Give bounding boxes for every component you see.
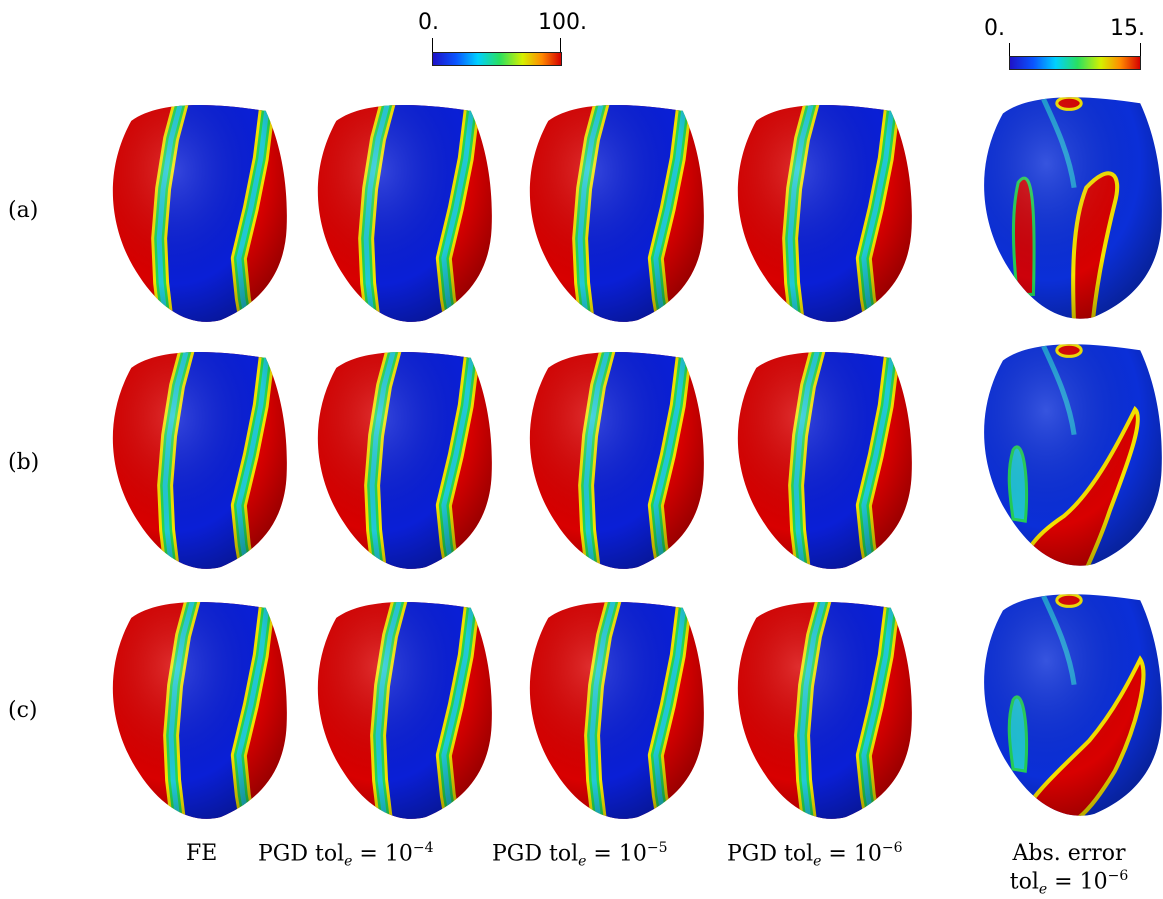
column-label-pgd-1e-4-suffix: = 10 <box>352 841 413 867</box>
column-label-abs-error-sub: e <box>1038 881 1048 898</box>
column-label-fe-text: FE <box>186 841 218 866</box>
heart-potential-r0-c1 <box>317 104 492 322</box>
colorbar-error-min-label: 0. <box>984 16 1005 41</box>
colorbar-error-max-label: 15. <box>1110 16 1145 41</box>
heart-potential-r1-c0 <box>112 351 287 569</box>
colorbar-error-min-tick <box>1009 43 1010 57</box>
column-label-pgd-1e-4-sup: −4 <box>412 840 434 856</box>
colorbar-potential-max-label: 100. <box>538 10 587 35</box>
colorbar-potential-min-label: 0. <box>418 10 439 35</box>
heart-potential-r0-c2 <box>529 104 704 322</box>
column-label-abs-error-sup: −6 <box>1107 867 1129 884</box>
heart-error-r0 <box>984 97 1162 319</box>
column-label-abs-error-suffix: = 10 <box>1047 868 1108 894</box>
column-label-pgd-1e-6-text: PGD tol <box>727 841 814 867</box>
heart-potential-r1-c1 <box>317 351 492 569</box>
column-label-abs-error-line1: Abs. error <box>1012 841 1126 866</box>
column-label-pgd-1e-6-sub: e <box>813 853 822 870</box>
heart-potential-r1-c2 <box>529 351 704 569</box>
column-label-abs-error: Abs. error tole = 10−6 <box>994 840 1144 899</box>
column-label-pgd-1e-5: PGD tole = 10−5 <box>492 840 668 871</box>
column-label-pgd-1e-5-text: PGD tol <box>492 841 579 867</box>
column-label-pgd-1e-4-sub: e <box>344 853 353 870</box>
colorbar-error-gradient <box>1009 56 1141 70</box>
column-label-abs-error-line2: tole = 10−6 <box>994 868 1144 899</box>
column-label-fe: FE <box>186 840 217 868</box>
heart-potential-r2-c2 <box>529 601 704 819</box>
heart-potential-r0-c0 <box>112 104 287 322</box>
column-label-abs-error-line2-text: tol <box>1009 868 1039 894</box>
column-label-pgd-1e-5-sup: −5 <box>646 840 668 856</box>
column-label-pgd-1e-6-sup: −6 <box>881 840 903 856</box>
colorbar-potential-gradient <box>432 52 562 66</box>
column-label-pgd-1e-5-sub: e <box>578 853 587 870</box>
heart-potential-r1-c3 <box>737 351 912 569</box>
colorbar-potential-min-tick <box>432 38 433 52</box>
row-label-b: (b) <box>8 450 40 475</box>
row-label-a: (a) <box>8 198 39 223</box>
heart-error-r2 <box>984 594 1162 816</box>
heart-potential-r2-c0 <box>112 601 287 819</box>
column-label-pgd-1e-5-suffix: = 10 <box>586 841 647 867</box>
column-label-pgd-1e-6: PGD tole = 10−6 <box>727 840 903 871</box>
row-label-c: (c) <box>8 698 38 723</box>
column-label-pgd-1e-4: PGD tole = 10−4 <box>258 840 434 871</box>
column-label-pgd-1e-4-text: PGD tol <box>258 841 345 867</box>
heart-potential-r2-c1 <box>317 601 492 819</box>
heart-error-r1 <box>984 344 1162 566</box>
heart-potential-r0-c3 <box>737 104 912 322</box>
colorbar-potential-max-tick <box>560 38 561 52</box>
colorbar-error-max-tick <box>1140 43 1141 57</box>
heart-potential-r2-c3 <box>737 601 912 819</box>
column-label-pgd-1e-6-suffix: = 10 <box>821 841 882 867</box>
